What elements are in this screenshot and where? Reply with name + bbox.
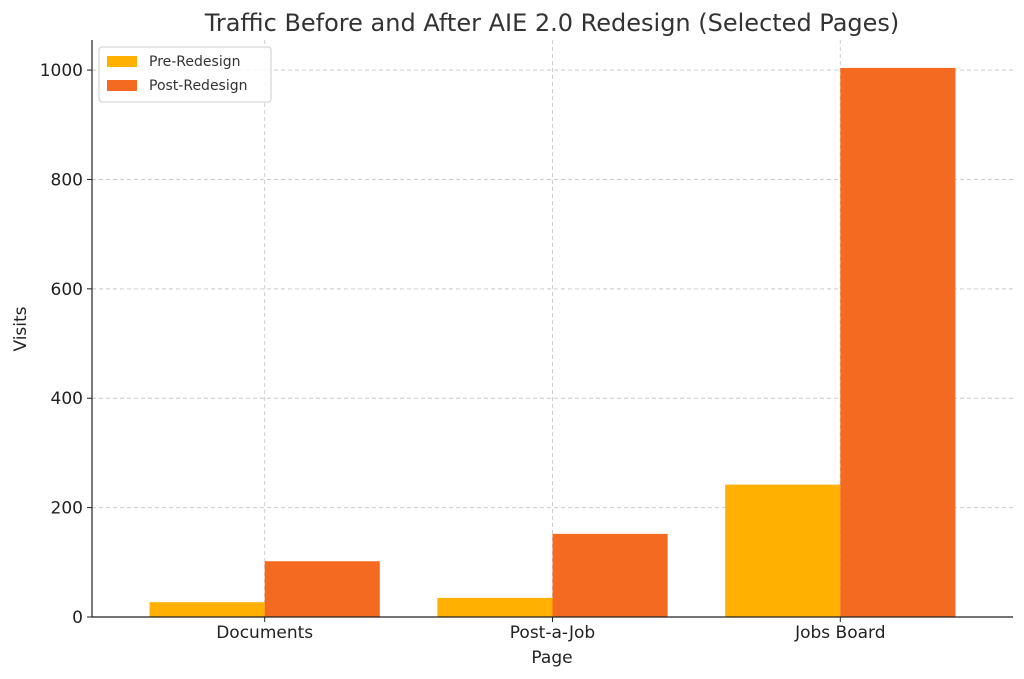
y-tick-label: 800 xyxy=(51,170,83,190)
x-tick-label: Post-a-Job xyxy=(510,623,595,643)
y-axis-label: Visits xyxy=(11,306,31,351)
legend-swatch xyxy=(107,56,137,67)
bar-post-1 xyxy=(552,533,668,617)
legend-box xyxy=(98,46,272,103)
legend-label: Post-Redesign xyxy=(149,78,248,94)
bar-pre-2 xyxy=(725,484,841,617)
bar-pre-1 xyxy=(437,597,553,617)
y-tick-label: 0 xyxy=(72,608,83,628)
x-tick-label: Jobs Board xyxy=(794,623,885,643)
legend-swatch xyxy=(107,80,137,91)
x-axis-label: Page xyxy=(531,648,572,668)
bar-post-2 xyxy=(840,67,956,618)
y-tick-label: 400 xyxy=(51,389,83,409)
y-tick-label: 200 xyxy=(51,499,83,519)
x-tick-label: Documents xyxy=(216,623,313,643)
bar-post-0 xyxy=(264,561,380,617)
bar-pre-0 xyxy=(149,602,265,617)
chart-title: Traffic Before and After AIE 2.0 Redesig… xyxy=(204,9,900,37)
y-tick-label: 1000 xyxy=(40,61,83,81)
legend: Pre-Redesign Post-Redesign xyxy=(98,46,272,103)
legend-label: Pre-Redesign xyxy=(149,54,240,70)
bars-layer xyxy=(149,67,956,618)
y-tick-label: 600 xyxy=(51,280,83,300)
axes-layer: 0 200 400 600 800 1000 Documents Post-a-Job Jobs… xyxy=(40,40,1013,643)
